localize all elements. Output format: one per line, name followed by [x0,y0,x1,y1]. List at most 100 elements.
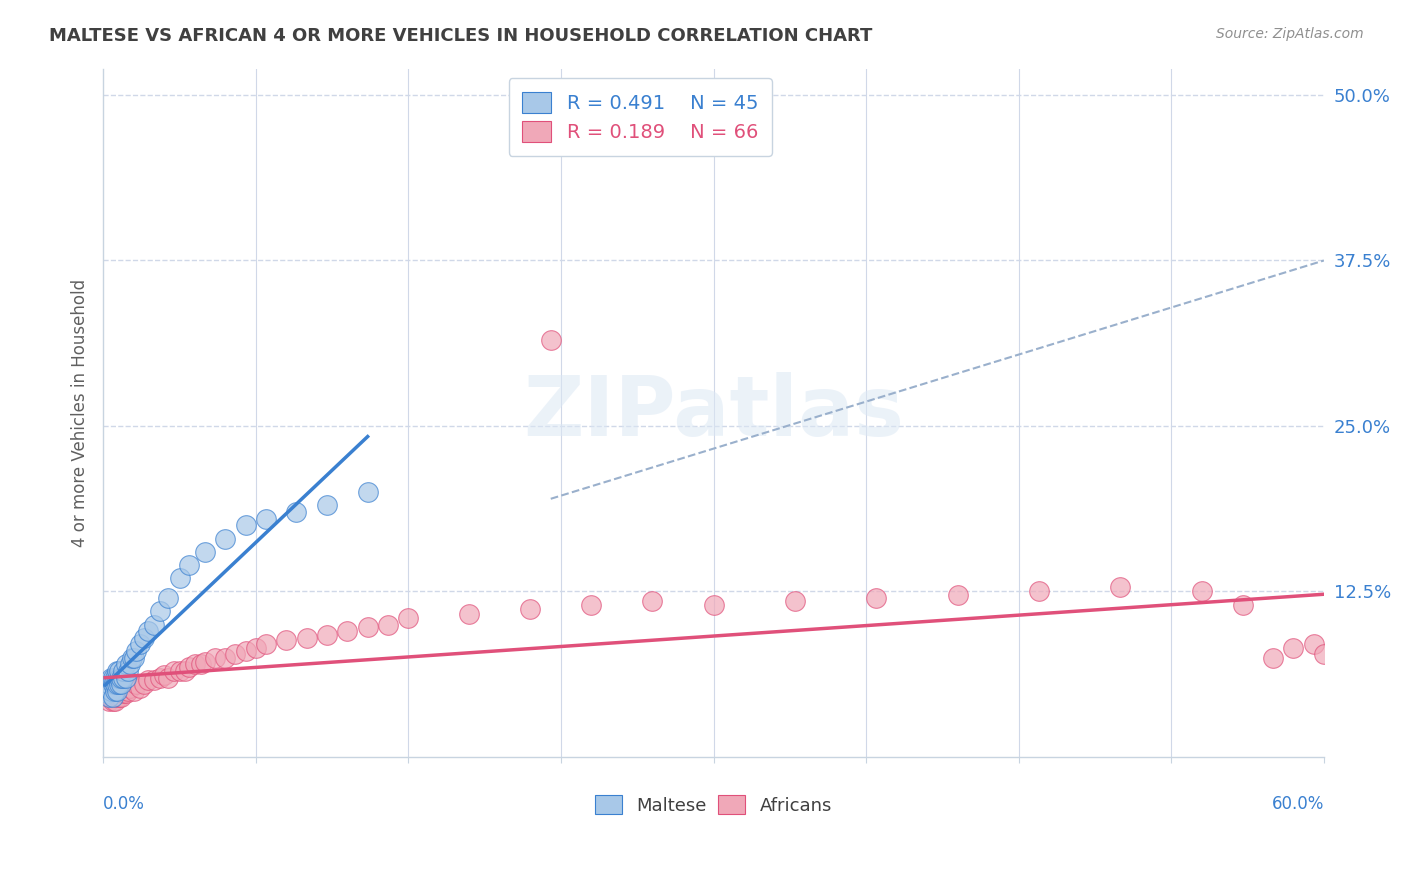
Point [132,677,155,691]
Point [105,664,128,678]
Text: MALTESE VS AFRICAN 4 OR MORE VEHICLES IN HOUSEHOLD CORRELATION CHART: MALTESE VS AFRICAN 4 OR MORE VEHICLES IN… [49,27,873,45]
Point [316,499,339,513]
Point [377,617,399,632]
Point [1191,584,1213,599]
Point [396,611,419,625]
Point [128,637,150,651]
Point [104,677,127,691]
Point [110,677,132,691]
Text: 0.0%: 0.0% [103,795,145,813]
Point [169,571,191,585]
Point [112,683,135,698]
Point [163,664,186,678]
Point [1282,641,1305,656]
Point [1109,581,1132,595]
Text: 60.0%: 60.0% [1271,795,1324,813]
Point [157,671,180,685]
Point [157,591,180,605]
Point [110,690,132,705]
Point [108,677,131,691]
Point [104,671,127,685]
Point [235,518,257,533]
Point [143,617,166,632]
Point [136,673,159,688]
Point [94,686,117,700]
Point [235,644,257,658]
Point [190,657,212,672]
Point [114,686,136,700]
Point [194,545,217,559]
Point [173,664,195,678]
Point [122,683,145,698]
Point [946,589,969,603]
Point [110,671,132,685]
Point [108,671,131,685]
Point [104,694,127,708]
Point [118,681,141,695]
Point [112,686,135,700]
Point [254,511,277,525]
Point [108,683,131,698]
Point [194,655,217,669]
Point [143,673,166,688]
Text: Source: ZipAtlas.com: Source: ZipAtlas.com [1216,27,1364,41]
Point [105,671,128,685]
Point [276,633,298,648]
Point [177,660,200,674]
Legend: Maltese, Africans: Maltese, Africans [586,786,841,823]
Point [108,690,131,705]
Point [98,690,121,705]
Point [105,690,128,705]
Point [245,641,267,656]
Point [103,686,125,700]
Point [183,657,205,672]
Point [1261,650,1284,665]
Point [641,593,664,607]
Point [1232,598,1254,612]
Point [122,650,145,665]
Point [104,686,127,700]
Point [114,657,136,672]
Point [98,694,121,708]
Point [169,664,191,678]
Point [214,650,236,665]
Point [98,683,121,698]
Point [295,631,318,645]
Point [356,620,378,634]
Point [103,671,125,685]
Point [702,598,724,612]
Point [103,694,125,708]
Point [112,671,135,685]
Point [128,681,150,695]
Point [224,647,246,661]
Point [865,591,887,605]
Point [100,690,122,705]
Point [96,686,118,700]
Point [1313,647,1336,661]
Point [114,671,136,685]
Point [117,683,139,698]
Point [94,683,117,698]
Point [112,664,135,678]
Point [356,485,378,500]
Point [105,686,128,700]
Point [100,683,122,698]
Point [177,558,200,572]
Point [105,677,128,691]
Point [204,650,226,665]
Point [121,650,143,665]
Point [108,664,131,678]
Point [125,644,148,658]
Text: ZIPatlas: ZIPatlas [523,372,904,453]
Point [149,671,172,685]
Point [132,631,155,645]
Point [1028,584,1050,599]
Point [316,628,339,642]
Point [117,664,139,678]
Point [581,598,603,612]
Point [336,624,359,639]
Point [103,690,125,705]
Point [1302,637,1324,651]
Point [98,677,121,691]
Point [125,677,148,691]
